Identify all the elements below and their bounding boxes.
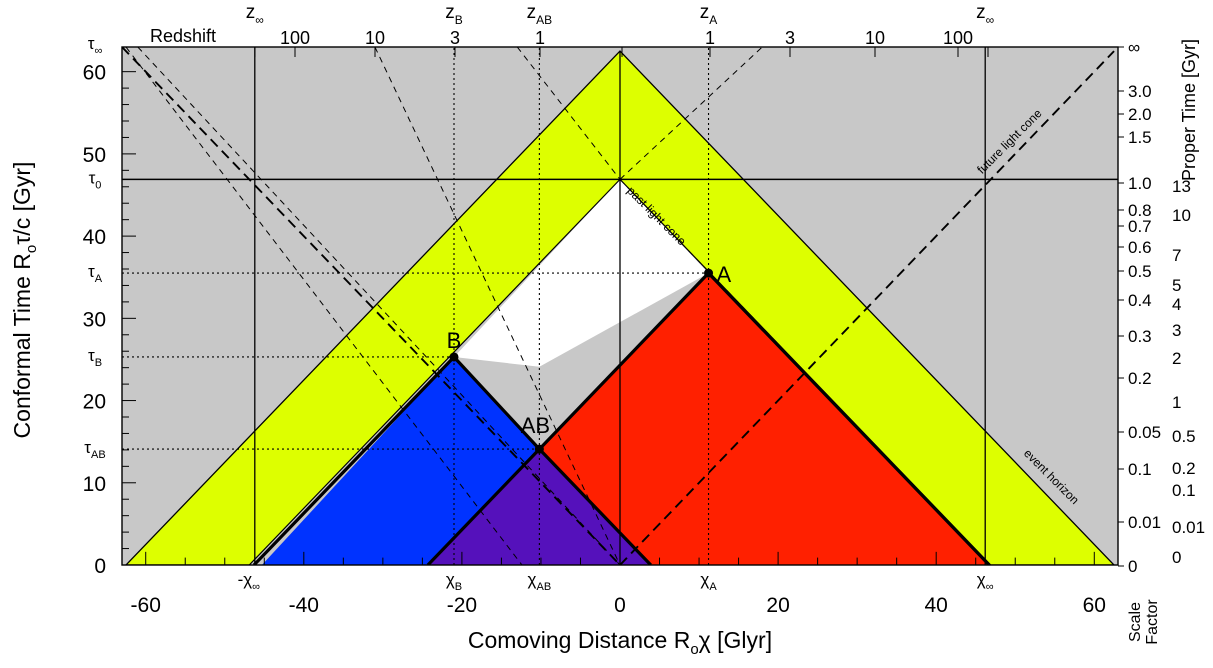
x-tick-label: -20 (447, 594, 477, 617)
point-a-label: A (717, 262, 732, 287)
y-tick-label: 50 (83, 144, 106, 167)
redshift-tick-right: 3 (785, 28, 795, 48)
scale-factor-tick: 1.5 (1128, 128, 1152, 147)
scale-factor-tick: 0.3 (1128, 327, 1152, 346)
redshift-tick-right: 100 (943, 28, 973, 48)
y-axis-title: Conformal Time Roτ/c [Gyr] (9, 162, 40, 439)
x-tick-label: -40 (289, 594, 319, 617)
scale-factor-tick: 0.1 (1128, 460, 1152, 479)
proper-time-tick: 7 (1172, 246, 1181, 265)
scale-factor-tick: 0.5 (1128, 262, 1152, 281)
redshift-tick-left: 1 (535, 28, 545, 48)
y-tick-label: 60 (83, 62, 106, 85)
proper-time-tick: 3 (1172, 321, 1181, 340)
redshift-tick-left: 100 (280, 28, 310, 48)
observable-diamond (454, 179, 709, 367)
bottom-marker-1: χB (446, 570, 462, 593)
proper-time-tick: 0.2 (1172, 459, 1196, 478)
bottom-marker-3: χA (700, 570, 717, 593)
x-tick-label: 20 (766, 594, 789, 617)
bottom-marker-2: χAB (528, 570, 552, 593)
top-marker-4: z∞ (976, 2, 994, 27)
point-b (449, 352, 459, 362)
scale-factor-tick: 0.8 (1128, 201, 1152, 220)
redshift-tick-left: 10 (365, 28, 385, 48)
region-a-outline (426, 270, 991, 565)
scale-factor-tick: 3.0 (1128, 82, 1152, 101)
bottom-marker-0: -χ∞ (238, 570, 260, 593)
proper-time-tick: 0.01 (1172, 518, 1205, 537)
y-tick-label: 30 (83, 308, 106, 331)
region-ab (427, 449, 651, 565)
thick-dashed-line-2 (619, 50, 1115, 565)
y-tick-label: 20 (83, 391, 106, 414)
point-a (704, 268, 714, 278)
scale-factor-tick: 0.6 (1128, 238, 1152, 257)
dashed-line-2 (137, 47, 621, 565)
x-tick-label: 40 (925, 594, 948, 617)
redshift-tick-left: 3 (450, 28, 460, 48)
y-tick-label: 40 (83, 226, 106, 249)
redshift-tick-right: 10 (865, 28, 885, 48)
proper-time-tick: 5 (1172, 276, 1181, 295)
y-tick-label: 0 (94, 555, 106, 578)
scale-factor-tick: 0.05 (1128, 423, 1161, 442)
point-ab-label: AB (521, 413, 550, 438)
bottom-marker-4: χ∞ (977, 570, 994, 593)
proper-time-tick: 0.1 (1172, 481, 1196, 500)
proper-time-tick: 2 (1172, 349, 1181, 368)
top-marker-0: z∞ (246, 2, 264, 27)
region-b-outline (252, 354, 652, 565)
dashed-line-4 (516, 47, 621, 180)
x-tick-label: -60 (131, 594, 161, 617)
left-marker-1: τ0 (89, 168, 102, 191)
dashed-line-6 (374, 47, 621, 565)
scale-factor-title: ScaleFactor (1127, 599, 1161, 645)
scale-factor-tick: 1.0 (1128, 174, 1152, 193)
scale-factor-tick: 0.4 (1128, 291, 1152, 310)
proper-time-tick: 0 (1172, 548, 1181, 567)
point-b-label: B (447, 328, 462, 353)
y-tick-label: 10 (83, 473, 106, 496)
redshift-axis-title: Redshift (150, 26, 216, 46)
left-marker-4: τAB (84, 438, 105, 461)
scale-factor-tick: 0.01 (1128, 513, 1161, 532)
scale-factor-tick: 2.0 (1128, 105, 1152, 124)
point-ab (534, 444, 544, 454)
scale-factor-tick: 0.2 (1128, 369, 1152, 388)
proper-time-tick: 13 (1172, 177, 1191, 196)
proper-time-tick: 10 (1172, 206, 1191, 225)
left-marker-3: τB (88, 346, 102, 369)
proper-time-tick: 1 (1172, 393, 1181, 412)
dashed-line-1 (125, 47, 523, 565)
x-tick-label: 60 (1083, 594, 1106, 617)
scale-factor-tick: 0 (1128, 557, 1137, 576)
proper-time-tick: 4 (1172, 295, 1181, 314)
scale-factor-tick: ∞ (1128, 38, 1140, 57)
x-axis-title: Comoving Distance Roχ [Glyr] (468, 627, 772, 658)
left-marker-2: τA (88, 262, 103, 285)
proper-time-title: Proper Time [Gyr] (1179, 39, 1199, 181)
scale-factor-tick: 0.7 (1128, 217, 1152, 236)
left-marker-0: τ∞ (88, 34, 103, 57)
thick-dashed-line-1 (122, 47, 621, 565)
x-tick-label: 0 (614, 594, 626, 617)
top-marker-1: zB (445, 2, 463, 27)
top-marker-3: zA (700, 2, 718, 27)
top-marker-2: zAB (527, 2, 553, 27)
redshift-tick-right: 1 (705, 28, 715, 48)
proper-time-tick: 0.5 (1172, 427, 1196, 446)
